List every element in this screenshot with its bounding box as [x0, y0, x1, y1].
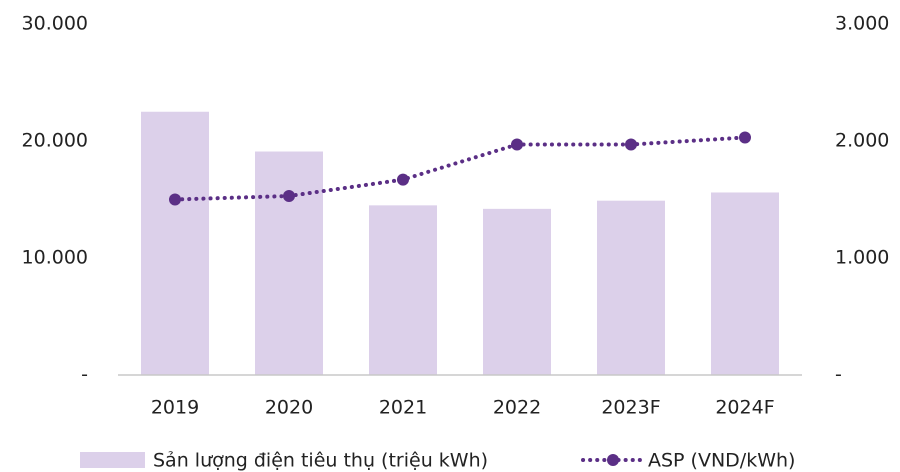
x-tick-label: 2019	[151, 397, 199, 419]
y-tick-label: -	[81, 364, 88, 386]
bar	[369, 205, 437, 375]
y2-tick-label: -	[835, 364, 842, 386]
y-tick-label: 10.000	[22, 247, 88, 269]
y-tick-label: 20.000	[22, 130, 88, 152]
bar	[483, 208, 551, 375]
line-marker	[169, 193, 181, 206]
line-marker	[397, 173, 409, 186]
line-marker	[625, 138, 637, 151]
bar	[711, 192, 779, 375]
x-tick-label: 2021	[379, 397, 427, 419]
y2-tick-label: 1.000	[835, 247, 889, 269]
y2-tick-label: 2.000	[835, 130, 889, 152]
line-marker	[283, 189, 295, 202]
legend-swatch-marker	[607, 454, 619, 466]
x-tick-label: 2022	[493, 397, 541, 419]
x-tick-label: 2024F	[715, 397, 774, 419]
legend-label: Sản lượng điện tiêu thụ (triệu kWh)	[153, 450, 488, 472]
y2-tick-label: 3.000	[835, 13, 889, 35]
y-tick-label: 30.000	[22, 13, 88, 35]
line-marker	[739, 131, 751, 144]
legend-swatch	[80, 452, 145, 468]
bar	[141, 111, 209, 375]
line	[173, 135, 747, 202]
bar	[597, 200, 665, 375]
x-tick-label: 2020	[265, 397, 313, 419]
line-marker	[511, 138, 523, 151]
bar	[255, 151, 323, 375]
x-tick-label: 2023F	[601, 397, 660, 419]
legend-label: ASP (VND/kWh)	[648, 450, 795, 472]
